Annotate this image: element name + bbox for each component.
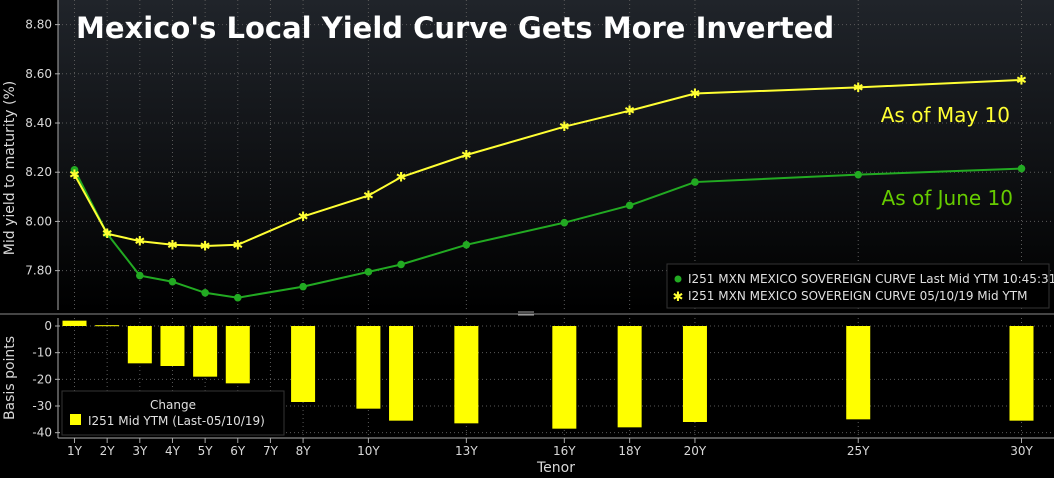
series-point-0 <box>364 268 373 276</box>
change-bar <box>95 325 120 327</box>
change-bars <box>62 320 1034 429</box>
x-tick-label: 8Y <box>296 444 312 458</box>
series-point-1: ✱ <box>624 104 635 119</box>
upper-legend[interactable]: I251 MXN MEXICO SOVEREIGN CURVE Last Mid… <box>666 263 1054 309</box>
series-point-0 <box>233 293 242 302</box>
series-point-0 <box>201 288 209 297</box>
change-bar <box>291 326 316 402</box>
series-point-0 <box>560 218 569 227</box>
series-point-1: ✱ <box>167 238 178 253</box>
series-point-0 <box>136 271 144 280</box>
lower-y-tick-label: -10 <box>32 346 52 360</box>
change-bar <box>454 326 479 424</box>
x-tick-labels: 1Y 2Y 3Y 4Y 5Y 6Y 7Y 8Y 10Y 13Y 16Y 18Y 20Y 25Y 30Y <box>58 437 1054 458</box>
lower-legend[interactable]: Change I251 Mid YTM (Last-05/10/19) <box>61 390 285 436</box>
x-tick-label: 25Y <box>847 444 870 458</box>
yield-lines: ✱ ✱ ✱ ✱ ✱ ✱ ✱ ✱ ✱ ✱ ✱ ✱ ✱ ✱ ✱ <box>69 73 1027 302</box>
series-point-0 <box>397 260 405 269</box>
upper-y-axis-label: Mid yield to maturity (%) <box>2 81 18 256</box>
series-point-1: ✱ <box>559 120 570 135</box>
change-bar <box>389 326 414 421</box>
series-point-1: ✱ <box>461 149 472 164</box>
change-bar <box>552 326 577 429</box>
annotation-may: As of May 10 <box>881 103 1010 127</box>
change-bar <box>62 320 87 326</box>
lower-legend-title: Change <box>150 398 196 412</box>
series-point-0 <box>299 282 307 291</box>
change-bar <box>127 326 152 364</box>
upper-y-tick-label: 8.80 <box>25 18 52 32</box>
upper-y-tick-label: 8.40 <box>25 116 52 130</box>
x-tick-label: 30Y <box>1010 444 1033 458</box>
legend-label-june: I251 MXN MEXICO SOVEREIGN CURVE Last Mid… <box>688 272 1054 286</box>
series-point-1: ✱ <box>102 227 113 242</box>
x-tick-label: 6Y <box>230 444 246 458</box>
legend-label-may: I251 MXN MEXICO SOVEREIGN CURVE 05/10/19… <box>688 289 1027 303</box>
upper-y-tick-label: 7.80 <box>25 264 52 278</box>
change-bar <box>1009 326 1034 421</box>
series-point-0 <box>70 165 79 174</box>
change-bar <box>617 326 642 428</box>
x-tick-label: 2Y <box>100 444 116 458</box>
x-tick-label: 3Y <box>132 444 148 458</box>
upper-y-tick-label: 8.00 <box>25 214 52 228</box>
x-tick-label: 13Y <box>455 444 478 458</box>
x-axis-label: Tenor <box>536 460 575 476</box>
x-tick-label: 5Y <box>198 444 214 458</box>
legend-dot-icon <box>674 275 682 283</box>
x-tick-label: 10Y <box>357 444 380 458</box>
upper-plot-background <box>58 0 1054 310</box>
legend-bar-icon <box>70 414 81 425</box>
x-tick-label: 18Y <box>618 444 641 458</box>
series-line-1 <box>73 78 1022 248</box>
series-point-1: ✱ <box>134 235 145 250</box>
change-bar <box>682 326 707 422</box>
x-tick-label: 7Y <box>263 444 279 458</box>
lower-y-tick-label: -30 <box>32 399 52 413</box>
change-bar <box>193 326 218 377</box>
upper-y-tick-labels: 7.80 8.00 8.20 8.40 8.60 8.80 <box>25 0 60 310</box>
lower-y-tick-label: -20 <box>32 372 52 386</box>
series-point-0 <box>462 241 471 249</box>
upper-y-tick-label: 8.20 <box>25 165 52 179</box>
series-point-1: ✱ <box>396 171 407 186</box>
series-point-1: ✱ <box>853 81 864 96</box>
legend-label-change: I251 Mid YTM (Last-05/10/19) <box>88 414 265 428</box>
x-tick-label: 1Y <box>67 444 83 458</box>
change-bar <box>846 326 871 420</box>
lower-y-tick-label: -40 <box>32 426 52 440</box>
series-point-1: ✱ <box>232 238 243 253</box>
lower-y-axis-label: Basis points <box>2 336 18 420</box>
series-point-1: ✱ <box>200 240 211 255</box>
change-bar <box>160 326 185 366</box>
legend-star-icon: ✱ <box>673 290 684 305</box>
annotation-june: As of June 10 <box>882 186 1013 210</box>
lower-y-tick-label: 0 <box>44 319 52 333</box>
chart-title: Mexico's Local Yield Curve Gets More Inv… <box>76 11 834 45</box>
series-point-1: ✱ <box>689 87 700 102</box>
x-tick-label: 4Y <box>165 444 181 458</box>
upper-y-tick-label: 8.60 <box>25 67 52 81</box>
x-tick-label: 16Y <box>553 444 576 458</box>
series-point-0 <box>625 201 634 210</box>
upper-legend-box <box>666 263 1050 309</box>
series-point-1: ✱ <box>363 189 374 204</box>
x-tick-label: 20Y <box>684 444 707 458</box>
series-point-0 <box>691 178 699 186</box>
series-point-1: ✱ <box>1016 73 1027 88</box>
series-point-0 <box>854 170 863 179</box>
lower-legend-box <box>61 390 285 436</box>
series-point-1: ✱ <box>69 168 80 183</box>
series-point-0 <box>1017 164 1026 173</box>
change-bar <box>356 326 381 409</box>
series-point-1: ✱ <box>298 210 309 225</box>
change-bar <box>225 326 250 384</box>
lower-y-tick-labels: 0 -10 -20 -30 -40 <box>32 318 60 440</box>
series-point-0 <box>168 277 177 286</box>
